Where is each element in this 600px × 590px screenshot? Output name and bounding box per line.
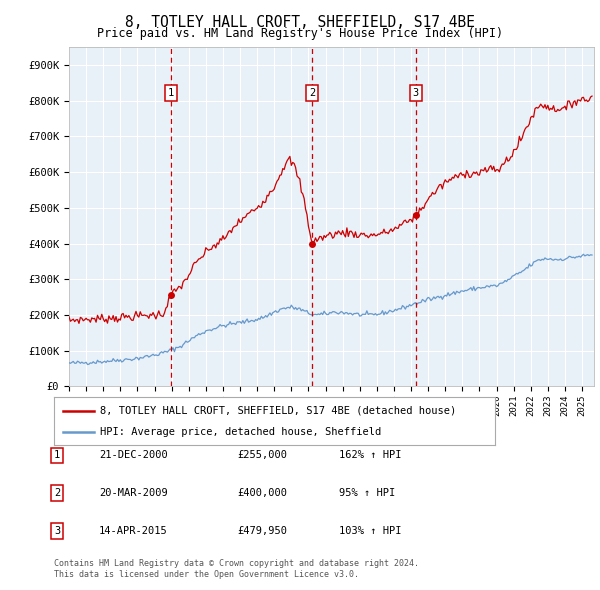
Text: 2: 2 (54, 488, 60, 497)
Text: 95% ↑ HPI: 95% ↑ HPI (339, 488, 395, 497)
Text: Contains HM Land Registry data © Crown copyright and database right 2024.: Contains HM Land Registry data © Crown c… (54, 559, 419, 568)
Text: £255,000: £255,000 (237, 451, 287, 460)
Text: Price paid vs. HM Land Registry's House Price Index (HPI): Price paid vs. HM Land Registry's House … (97, 27, 503, 40)
Text: 3: 3 (54, 526, 60, 536)
Text: 103% ↑ HPI: 103% ↑ HPI (339, 526, 401, 536)
Text: 8, TOTLEY HALL CROFT, SHEFFIELD, S17 4BE: 8, TOTLEY HALL CROFT, SHEFFIELD, S17 4BE (125, 15, 475, 30)
Text: £479,950: £479,950 (237, 526, 287, 536)
Text: 1: 1 (54, 451, 60, 460)
Text: £400,000: £400,000 (237, 488, 287, 497)
Text: 14-APR-2015: 14-APR-2015 (99, 526, 168, 536)
Text: 1: 1 (168, 88, 174, 98)
Text: 8, TOTLEY HALL CROFT, SHEFFIELD, S17 4BE (detached house): 8, TOTLEY HALL CROFT, SHEFFIELD, S17 4BE… (100, 405, 457, 415)
Text: 21-DEC-2000: 21-DEC-2000 (99, 451, 168, 460)
Text: 2: 2 (309, 88, 316, 98)
Text: 20-MAR-2009: 20-MAR-2009 (99, 488, 168, 497)
Text: 162% ↑ HPI: 162% ↑ HPI (339, 451, 401, 460)
Text: 3: 3 (413, 88, 419, 98)
Text: This data is licensed under the Open Government Licence v3.0.: This data is licensed under the Open Gov… (54, 571, 359, 579)
Text: HPI: Average price, detached house, Sheffield: HPI: Average price, detached house, Shef… (100, 427, 382, 437)
